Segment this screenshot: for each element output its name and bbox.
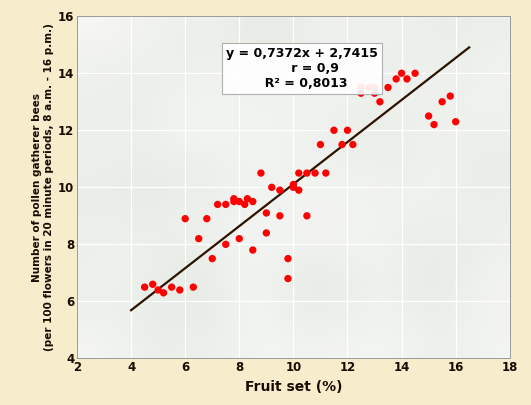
Point — [330, 127, 338, 134]
Point — [249, 247, 257, 253]
Point — [229, 198, 238, 205]
Point — [370, 90, 379, 96]
Point — [392, 76, 400, 82]
Point — [189, 284, 198, 290]
Point — [402, 76, 411, 82]
Point — [322, 170, 330, 176]
Point — [349, 141, 357, 148]
Point — [249, 198, 257, 205]
Point — [213, 201, 222, 208]
Point — [451, 119, 460, 125]
Point — [424, 113, 433, 119]
Point — [446, 93, 455, 99]
Point — [357, 84, 365, 91]
Point — [365, 84, 373, 91]
Point — [262, 210, 271, 216]
Point — [411, 70, 419, 77]
Point — [235, 235, 244, 242]
Point — [284, 275, 292, 282]
Point — [221, 241, 230, 247]
Point — [202, 215, 211, 222]
Point — [430, 122, 438, 128]
Point — [149, 281, 157, 288]
Point — [343, 127, 352, 134]
Point — [276, 213, 284, 219]
Point — [229, 196, 238, 202]
Point — [221, 201, 230, 208]
Point — [295, 170, 303, 176]
Y-axis label: Number of pollen gatherer bees
(per 100 flowers in 20 minute periods, 8 a.m. - 1: Number of pollen gatherer bees (per 100 … — [32, 23, 54, 351]
Point — [384, 84, 392, 91]
Point — [167, 284, 176, 290]
Point — [176, 287, 184, 293]
Text: y = 0,7372x + 2,7415
      r = 0,9
  R² = 0,8013: y = 0,7372x + 2,7415 r = 0,9 R² = 0,8013 — [226, 47, 378, 90]
Point — [370, 84, 379, 91]
X-axis label: Fruit set (%): Fruit set (%) — [245, 380, 342, 394]
Point — [311, 170, 319, 176]
Point — [357, 90, 365, 96]
Point — [154, 287, 162, 293]
Point — [316, 141, 324, 148]
Point — [241, 201, 249, 208]
Point — [303, 213, 311, 219]
Point — [194, 235, 203, 242]
Point — [397, 70, 406, 77]
Point — [289, 181, 297, 188]
Point — [284, 256, 292, 262]
Point — [338, 141, 346, 148]
Point — [375, 98, 384, 105]
Point — [262, 230, 271, 236]
Point — [289, 184, 297, 191]
Point — [140, 284, 149, 290]
Point — [159, 290, 168, 296]
Point — [235, 198, 244, 205]
Point — [276, 187, 284, 194]
Point — [256, 170, 265, 176]
Point — [268, 184, 276, 191]
Point — [438, 98, 447, 105]
Point — [303, 170, 311, 176]
Point — [243, 196, 252, 202]
Point — [181, 215, 190, 222]
Point — [295, 187, 303, 194]
Point — [208, 256, 217, 262]
